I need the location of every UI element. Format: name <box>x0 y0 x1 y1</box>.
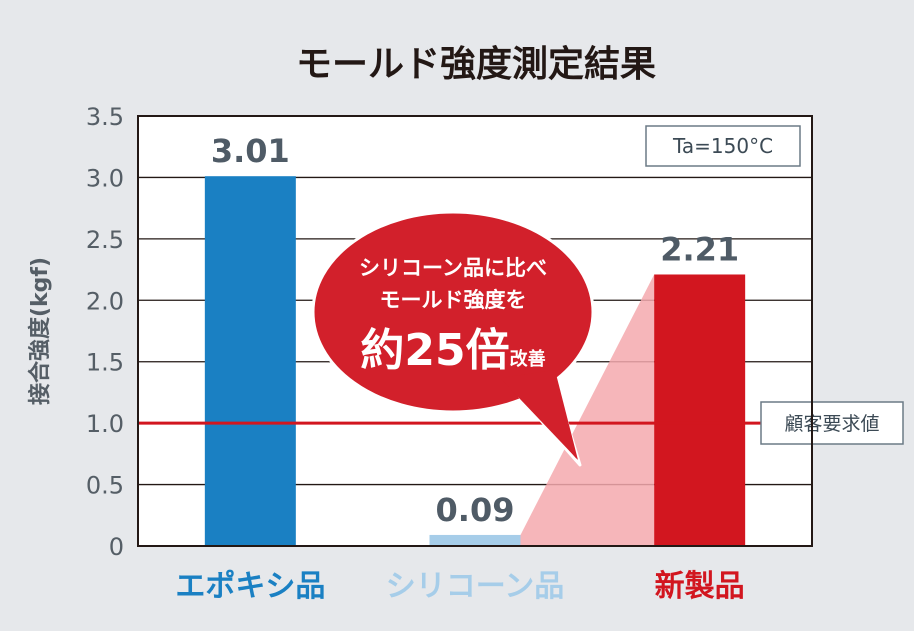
category-label: シリコーン品 <box>386 569 565 604</box>
bar <box>204 176 296 546</box>
bar <box>654 274 746 546</box>
value-label: 0.09 <box>436 491 515 529</box>
y-axis-label: 接合強度(kgf) <box>27 257 53 405</box>
category-labels: エポキシ品 シリコーン品 新製品 <box>175 569 744 604</box>
value-label: 2.21 <box>660 230 739 268</box>
y-tick-label: 3.0 <box>86 164 124 192</box>
y-tick-label: 1.5 <box>86 349 124 377</box>
callout-bubble: シリコーン品に比べ モールド強度を 約25倍改善 <box>311 210 595 467</box>
y-tick-label: 0.5 <box>86 472 124 500</box>
category-label: エポキシ品 <box>175 569 325 604</box>
condition-box <box>645 125 801 167</box>
y-tick-label: 3.5 <box>86 103 124 131</box>
improvement-highlight <box>520 274 655 546</box>
callout-big: 約25倍 <box>360 325 509 376</box>
y-tick-label: 2.0 <box>86 287 124 315</box>
value-label: 3.01 <box>211 132 290 170</box>
reference-label: 顧客要求値 <box>784 413 879 435</box>
y-axis-ticks: 0 0.5 1.0 1.5 2.0 2.5 3.0 3.5 <box>86 103 124 561</box>
reference-label-box <box>760 401 904 445</box>
chart-title: モールド強度測定結果 <box>296 44 656 85</box>
callout-line-2: モールド強度を <box>380 288 527 312</box>
bar <box>429 534 521 546</box>
condition-label: Ta=150°C <box>672 134 773 158</box>
plot-frame <box>137 115 813 547</box>
callout-small: 改善 <box>510 348 546 370</box>
value-labels: 3.01 0.09 2.21 <box>211 132 739 529</box>
y-tick-label: 2.5 <box>86 226 124 254</box>
callout-line-3: 約25倍改善 <box>360 325 545 376</box>
y-tick-label: 1.0 <box>86 410 124 438</box>
callout-line-1: シリコーン品に比べ <box>359 256 547 280</box>
category-label: 新製品 <box>655 569 745 604</box>
y-tick-label: 0 <box>109 533 124 561</box>
bars <box>204 176 746 546</box>
